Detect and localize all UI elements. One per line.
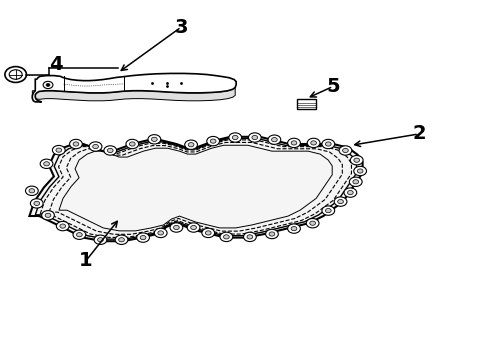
Circle shape xyxy=(207,136,220,146)
Circle shape xyxy=(339,146,352,155)
Circle shape xyxy=(322,139,335,149)
Circle shape xyxy=(354,158,360,162)
Circle shape xyxy=(248,133,261,142)
Circle shape xyxy=(56,148,62,152)
Circle shape xyxy=(338,199,343,204)
Bar xyxy=(297,99,316,109)
Circle shape xyxy=(223,235,229,239)
Circle shape xyxy=(126,139,139,149)
Polygon shape xyxy=(29,137,363,241)
Circle shape xyxy=(232,135,238,140)
Circle shape xyxy=(244,232,256,242)
Circle shape xyxy=(325,208,331,213)
Circle shape xyxy=(76,233,82,237)
Circle shape xyxy=(247,235,253,239)
Circle shape xyxy=(187,223,200,232)
Circle shape xyxy=(129,142,135,146)
Circle shape xyxy=(98,238,103,242)
Circle shape xyxy=(229,133,242,142)
Circle shape xyxy=(45,213,51,217)
Circle shape xyxy=(42,211,54,220)
Text: 2: 2 xyxy=(412,125,426,143)
Circle shape xyxy=(154,228,167,238)
Circle shape xyxy=(89,142,102,151)
Circle shape xyxy=(93,144,98,149)
Circle shape xyxy=(202,228,215,238)
Circle shape xyxy=(357,169,363,173)
Circle shape xyxy=(205,231,211,235)
Circle shape xyxy=(220,232,233,242)
Circle shape xyxy=(56,221,69,231)
Circle shape xyxy=(291,226,297,231)
Circle shape xyxy=(29,189,35,193)
Circle shape xyxy=(191,225,196,230)
Circle shape xyxy=(40,159,53,168)
Circle shape xyxy=(73,230,86,239)
Circle shape xyxy=(271,138,277,142)
Circle shape xyxy=(354,166,367,176)
Circle shape xyxy=(52,145,65,155)
Circle shape xyxy=(185,140,197,149)
Circle shape xyxy=(306,219,319,228)
Circle shape xyxy=(210,139,216,143)
Circle shape xyxy=(107,148,113,153)
Text: 3: 3 xyxy=(174,18,188,36)
Circle shape xyxy=(94,235,107,244)
Circle shape xyxy=(288,138,300,148)
Circle shape xyxy=(343,148,348,153)
Circle shape xyxy=(291,141,297,145)
Circle shape xyxy=(140,235,146,240)
Circle shape xyxy=(115,235,128,244)
Circle shape xyxy=(269,232,275,236)
Circle shape xyxy=(307,138,320,148)
Text: 5: 5 xyxy=(326,77,340,96)
Polygon shape xyxy=(32,87,235,101)
Circle shape xyxy=(349,177,362,186)
Circle shape xyxy=(188,143,194,147)
Circle shape xyxy=(70,139,82,149)
Circle shape xyxy=(119,238,124,242)
Text: 4: 4 xyxy=(49,55,63,74)
Circle shape xyxy=(30,199,43,208)
Circle shape xyxy=(60,224,66,228)
Circle shape xyxy=(322,206,335,215)
Circle shape xyxy=(268,135,281,144)
Circle shape xyxy=(288,224,300,233)
Circle shape xyxy=(353,180,359,184)
Circle shape xyxy=(350,156,363,165)
Circle shape xyxy=(158,231,164,235)
Circle shape xyxy=(311,141,317,145)
Text: 1: 1 xyxy=(79,252,93,270)
Circle shape xyxy=(34,201,40,206)
Circle shape xyxy=(325,142,331,146)
Circle shape xyxy=(344,188,357,197)
Circle shape xyxy=(310,221,316,225)
Circle shape xyxy=(334,197,347,206)
Circle shape xyxy=(44,162,49,166)
Circle shape xyxy=(46,84,50,86)
Circle shape xyxy=(252,135,258,140)
Circle shape xyxy=(137,233,149,242)
Circle shape xyxy=(151,137,157,141)
Circle shape xyxy=(148,135,161,144)
Circle shape xyxy=(173,225,179,230)
Circle shape xyxy=(104,146,117,155)
Circle shape xyxy=(347,190,353,195)
Circle shape xyxy=(170,223,183,232)
Polygon shape xyxy=(32,73,236,102)
Circle shape xyxy=(266,229,278,239)
Circle shape xyxy=(25,186,38,195)
Circle shape xyxy=(73,142,79,146)
